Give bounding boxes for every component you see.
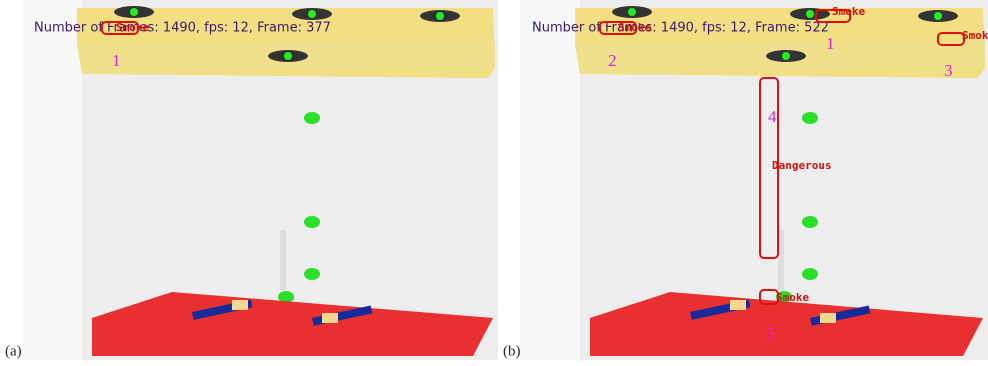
- block: [232, 300, 248, 310]
- mount-center: [782, 52, 790, 60]
- detection-id: 3: [944, 61, 953, 80]
- detection-id: 1: [112, 51, 121, 70]
- panel: Number of Frames: 1490, fps: 12, Frame: …: [22, 0, 498, 360]
- green-dot: [304, 112, 320, 124]
- wall: [520, 0, 580, 360]
- panel-caption: (b): [503, 343, 521, 359]
- mount-center: [308, 10, 316, 18]
- detection-id: 1: [826, 34, 835, 53]
- detection-tag: Smoke: [116, 21, 149, 34]
- block: [820, 313, 836, 323]
- green-dot: [304, 268, 320, 280]
- detection-id: 2: [608, 51, 617, 70]
- mount-center: [628, 8, 636, 16]
- mount-center: [934, 12, 942, 20]
- detection-tag: Dangerous: [772, 159, 832, 172]
- figure: Number of Frames: 1490, fps: 12, Frame: …: [0, 0, 988, 366]
- mount-center: [806, 10, 814, 18]
- block: [322, 313, 338, 323]
- block: [730, 300, 746, 310]
- green-dot: [802, 268, 818, 280]
- mount-center: [436, 12, 444, 20]
- detection-id: 4: [768, 107, 777, 126]
- panel: Number of Frames: 1490, fps: 12, Frame: …: [520, 0, 988, 360]
- green-dot: [802, 112, 818, 124]
- frame-overlay: Number of Frames: 1490, fps: 12, Frame: …: [532, 21, 829, 36]
- detection-tag: Smoke: [832, 5, 865, 18]
- detection-id: 5: [766, 324, 775, 343]
- detection-tag: Smoke: [776, 291, 809, 304]
- detection-tag: Smoke: [618, 21, 651, 34]
- frame-overlay: Number of Frames: 1490, fps: 12, Frame: …: [34, 21, 331, 36]
- green-dot: [304, 216, 320, 228]
- wall: [22, 0, 82, 360]
- panel-caption: (a): [5, 343, 22, 359]
- figure-canvas: Number of Frames: 1490, fps: 12, Frame: …: [0, 0, 988, 366]
- detection-tag: Smoke: [962, 29, 988, 42]
- green-dot: [802, 216, 818, 228]
- mount-center: [284, 52, 292, 60]
- mount-center: [130, 8, 138, 16]
- pole: [280, 230, 286, 290]
